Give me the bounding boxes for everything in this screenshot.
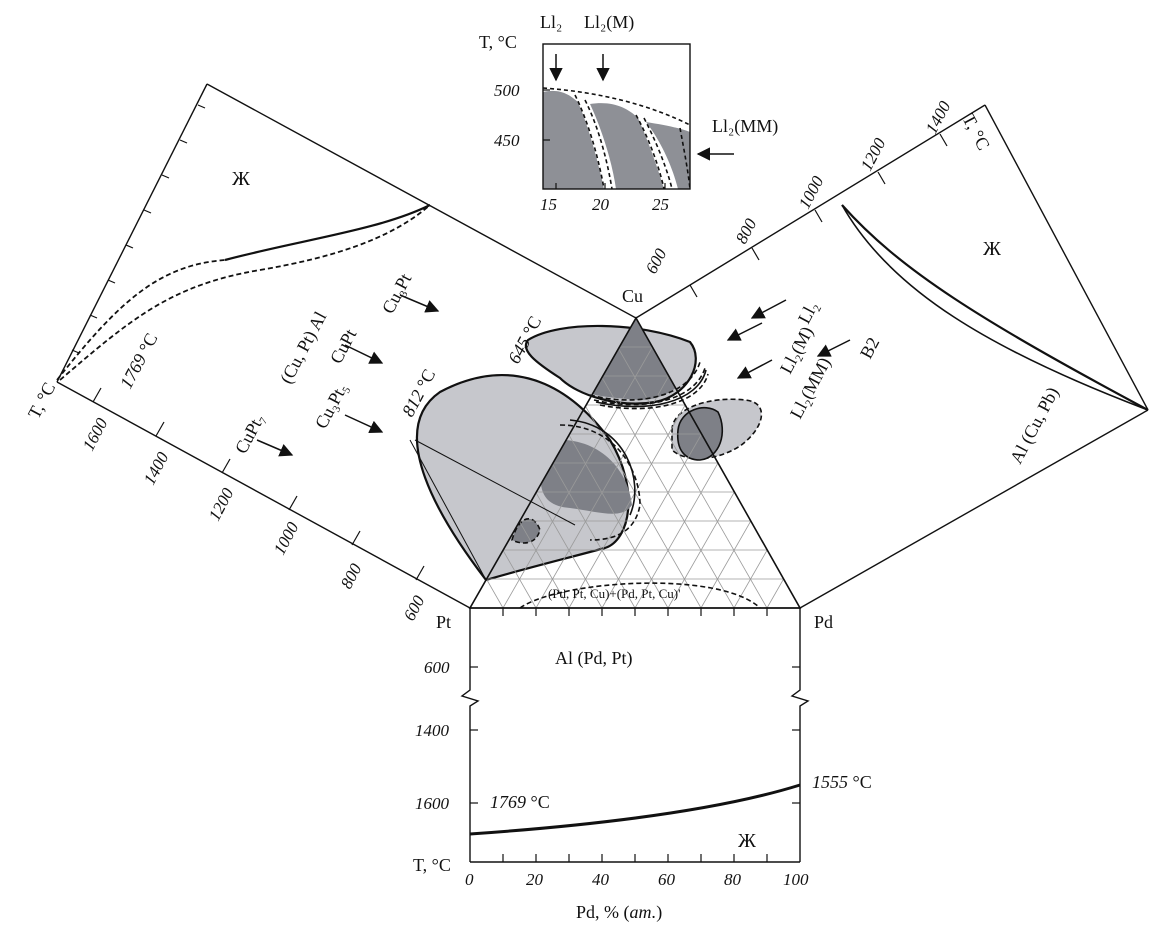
bottom-x-axis-title: Pd, % (ат.) — [576, 902, 662, 923]
inset-label-l12: Ll₂ — [540, 12, 562, 32]
left-tick-1000: 1000 — [270, 518, 303, 557]
bottom-1555-label: 1555 °C — [812, 772, 872, 792]
left-axis-ticks — [71, 104, 425, 581]
left-guide-line — [409, 439, 487, 581]
bottom-x-tick-80: 80 — [724, 870, 742, 889]
right-solid-phase-label: Al (Cu, Pb) — [1006, 384, 1064, 468]
arrow-cu3pt5 — [344, 414, 384, 434]
bottom-axis-title: T, °C — [413, 855, 451, 875]
center-dotted-curve — [519, 582, 761, 609]
corner-pt: Pt — [436, 612, 451, 632]
bottom-x-tick-100: 100 — [783, 870, 809, 889]
label-cupt: CuPt — [326, 326, 361, 367]
bottom-x-tick-20: 20 — [526, 870, 544, 889]
inset-region-3 — [646, 122, 690, 189]
bottom-panel-pt-pd: Al (Pd, Pt) Ж 1769 °C 1555 °C 600 1400 1… — [413, 608, 872, 923]
right-liquidus — [841, 204, 1149, 411]
inset-tick-500: 500 — [494, 81, 520, 100]
bottom-tick-600: 600 — [424, 658, 450, 677]
right-solidus — [841, 204, 1149, 411]
arrow-cu3pt — [399, 294, 440, 313]
left-axis-title: T, °C — [24, 379, 59, 422]
left-tick-1600: 1600 — [79, 414, 112, 453]
inset-tick-450: 450 — [494, 131, 520, 150]
center-two-phase-label: (Pd, Pt, Cu)+(Pd, Pt, Cu)' — [548, 586, 680, 601]
label-l12: Ll₂ — [794, 298, 822, 327]
left-liquidus — [224, 204, 431, 262]
arrow-cupt7 — [256, 439, 294, 457]
corner-cu: Cu — [622, 286, 643, 306]
inset-x-tick-20: 20 — [592, 195, 610, 214]
right-axis-ticks — [689, 133, 948, 298]
boundary-cu3pt-ring-solid — [595, 369, 707, 408]
bottom-solid-phase-label: Al (Pd, Pt) — [555, 648, 633, 669]
right-tick-600: 600 — [642, 245, 671, 277]
left-tick-1200: 1200 — [205, 484, 238, 523]
bottom-x-tick-0: 0 — [465, 870, 474, 889]
region-cupt-dark — [540, 439, 632, 514]
inset-axis-title: T, °C — [479, 32, 517, 52]
arrow-b2 — [816, 339, 851, 357]
right-tick-1000: 1000 — [795, 172, 828, 211]
left-liquid-label: Ж — [232, 168, 250, 190]
bottom-tick-1400: 1400 — [415, 721, 450, 740]
inset-region-1 — [543, 90, 604, 189]
inset-region-2 — [590, 103, 664, 189]
boundary-cupt-inner2 — [569, 419, 636, 516]
inset-x-tick-25: 25 — [652, 195, 669, 214]
bottom-y-ticks — [470, 666, 800, 804]
bottom-liquid-label: Ж — [738, 830, 756, 852]
label-cupt7: CuPt₇ — [231, 410, 269, 457]
bottom-liquidus — [469, 783, 801, 836]
left-solidus-dashed — [59, 204, 431, 381]
left-tick-600: 600 — [400, 592, 429, 624]
right-axis-title: T, °C — [958, 110, 993, 153]
arrow-l12mm — [736, 359, 773, 379]
bottom-tick-1600: 1600 — [415, 794, 450, 813]
left-solid-phase-label: (Cu, Pt) Al — [276, 308, 331, 387]
bottom-x-ticks — [502, 608, 768, 862]
right-liquid-label: Ж — [983, 238, 1001, 260]
left-tick-800: 800 — [337, 560, 366, 592]
inset-label-l12m: Ll₂(M) — [584, 12, 634, 33]
svg-text:1769 °C: 1769 °C — [116, 330, 162, 392]
label-cu3pt5: Cu₃Pt₅ — [311, 380, 351, 432]
boundary-cu3pt-rings — [589, 361, 709, 410]
bottom-x-tick-40: 40 — [592, 870, 610, 889]
left-1769-label: 1769 °C — [116, 330, 162, 392]
left-tick-1400: 1400 — [140, 448, 173, 487]
composition-triangle: (Pd, Pt, Cu)+(Pd, Pt, Cu)' — [415, 316, 802, 609]
boundary-cupt-inner — [559, 424, 641, 541]
right-tick-800: 800 — [732, 215, 761, 247]
left-liquidus-dashed — [56, 259, 226, 381]
arrow-l12m — [726, 322, 763, 341]
bottom-1769-label: 1769 °C — [490, 792, 550, 812]
inset-x-tick-15: 15 — [540, 195, 557, 214]
label-b2: B2 — [856, 334, 884, 362]
right-tick-1200: 1200 — [857, 134, 890, 173]
right-tick-1400: 1400 — [922, 97, 955, 136]
arrow-cupt — [344, 344, 384, 364]
right-panel-cu-pd: Ж Al (Cu, Pb) B2 Ll₂ Ll₂(M) Ll₂(MM) T, °… — [635, 97, 1149, 609]
arrow-l12 — [750, 299, 787, 319]
label-cu3pt: Cu₃Pt — [378, 270, 416, 317]
bottom-x-tick-60: 60 — [658, 870, 676, 889]
corner-pd: Pd — [814, 612, 833, 632]
inset-panel: Ll₂ Ll₂(M) Ll₂(MM) T, °C 500 450 15 20 2… — [479, 12, 778, 214]
inset-label-l12mm: Ll₂(MM) — [712, 116, 778, 137]
